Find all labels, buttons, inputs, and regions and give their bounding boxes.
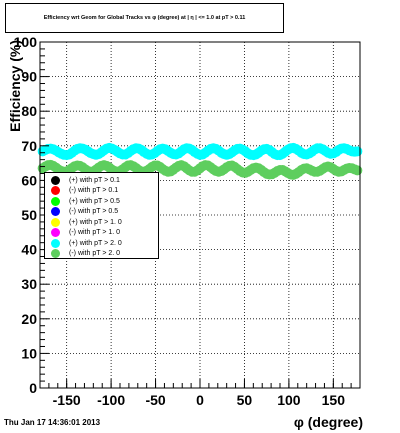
x-tick-label: -50 [145, 392, 165, 408]
legend-label: (-) with pT > 2. 0 [69, 250, 121, 258]
data-point [352, 146, 363, 157]
legend-label: (+) with pT > 1. 0 [69, 218, 122, 226]
legend-marker [51, 228, 60, 238]
y-tick-label: 80 [21, 103, 37, 119]
data-point [352, 165, 363, 176]
legend-marker [51, 207, 60, 217]
legend-marker [51, 217, 60, 227]
chart-title: Efficiency wrt Geom for Global Tracks vs… [43, 15, 246, 21]
y-tick-label: 10 [21, 345, 37, 361]
legend-entry: (-) with pT > 0.5 [45, 207, 158, 218]
y-axis-title: Efficiency (%) [7, 40, 23, 132]
y-tick-label: 60 [21, 172, 37, 188]
chart-title-box: Efficiency wrt Geom for Global Tracks vs… [5, 3, 284, 33]
y-tick-label: 50 [21, 207, 37, 223]
tick-labels: 0 10 20 30 40 50 60 70 80 90 100 -150 -100 -50 0 50 100 1… [14, 34, 346, 408]
x-tick-label: -100 [97, 392, 125, 408]
y-tick-label: 100 [14, 34, 38, 50]
legend-entry: (-) with pT > 2. 0 [45, 249, 158, 260]
legend-marker [51, 175, 60, 185]
legend-label: (+) with pT > 2. 0 [69, 239, 122, 247]
x-tick-label: -150 [53, 392, 81, 408]
legend-entry: (-) with pT > 1. 0 [45, 228, 158, 239]
y-tick-label: 40 [21, 242, 37, 258]
legend-label: (+) with pT > 0.1 [69, 176, 120, 184]
y-tick-label: 20 [21, 311, 37, 327]
y-tick-label: 0 [29, 380, 37, 396]
legend-marker [51, 186, 60, 196]
x-axis-title: φ (degree) [294, 414, 363, 430]
legend-marker [51, 196, 60, 206]
x-tick-label: 50 [237, 392, 253, 408]
legend-entry: (+) with pT > 2. 0 [45, 238, 158, 249]
y-tick-label: 70 [21, 138, 37, 154]
legend-marker [51, 238, 60, 248]
legend: (+) with pT > 0.1 (-) with pT > 0.1 (+) wi… [44, 172, 159, 259]
legend-entry: (+) with pT > 1. 0 [45, 217, 158, 228]
x-tick-label: 100 [277, 392, 301, 408]
legend-marker [51, 249, 60, 259]
x-tick-label: 0 [196, 392, 204, 408]
legend-label: (-) with pT > 0.1 [69, 187, 119, 195]
legend-entry: (+) with pT > 0.1 [45, 175, 158, 186]
data-markers [37, 142, 363, 180]
footer-timestamp: Thu Jan 17 14:36:01 2013 [4, 418, 101, 427]
y-tick-label: 90 [21, 69, 37, 85]
legend-entry: (+) with pT > 0.5 [45, 196, 158, 207]
y-tick-label: 30 [21, 276, 37, 292]
legend-label: (-) with pT > 0.5 [69, 208, 119, 216]
x-tick-label: 150 [322, 392, 346, 408]
legend-label: (+) with pT > 0.5 [69, 197, 120, 205]
legend-entry: (-) with pT > 0.1 [45, 186, 158, 197]
grid [40, 42, 360, 388]
legend-label: (-) with pT > 1. 0 [69, 229, 121, 237]
